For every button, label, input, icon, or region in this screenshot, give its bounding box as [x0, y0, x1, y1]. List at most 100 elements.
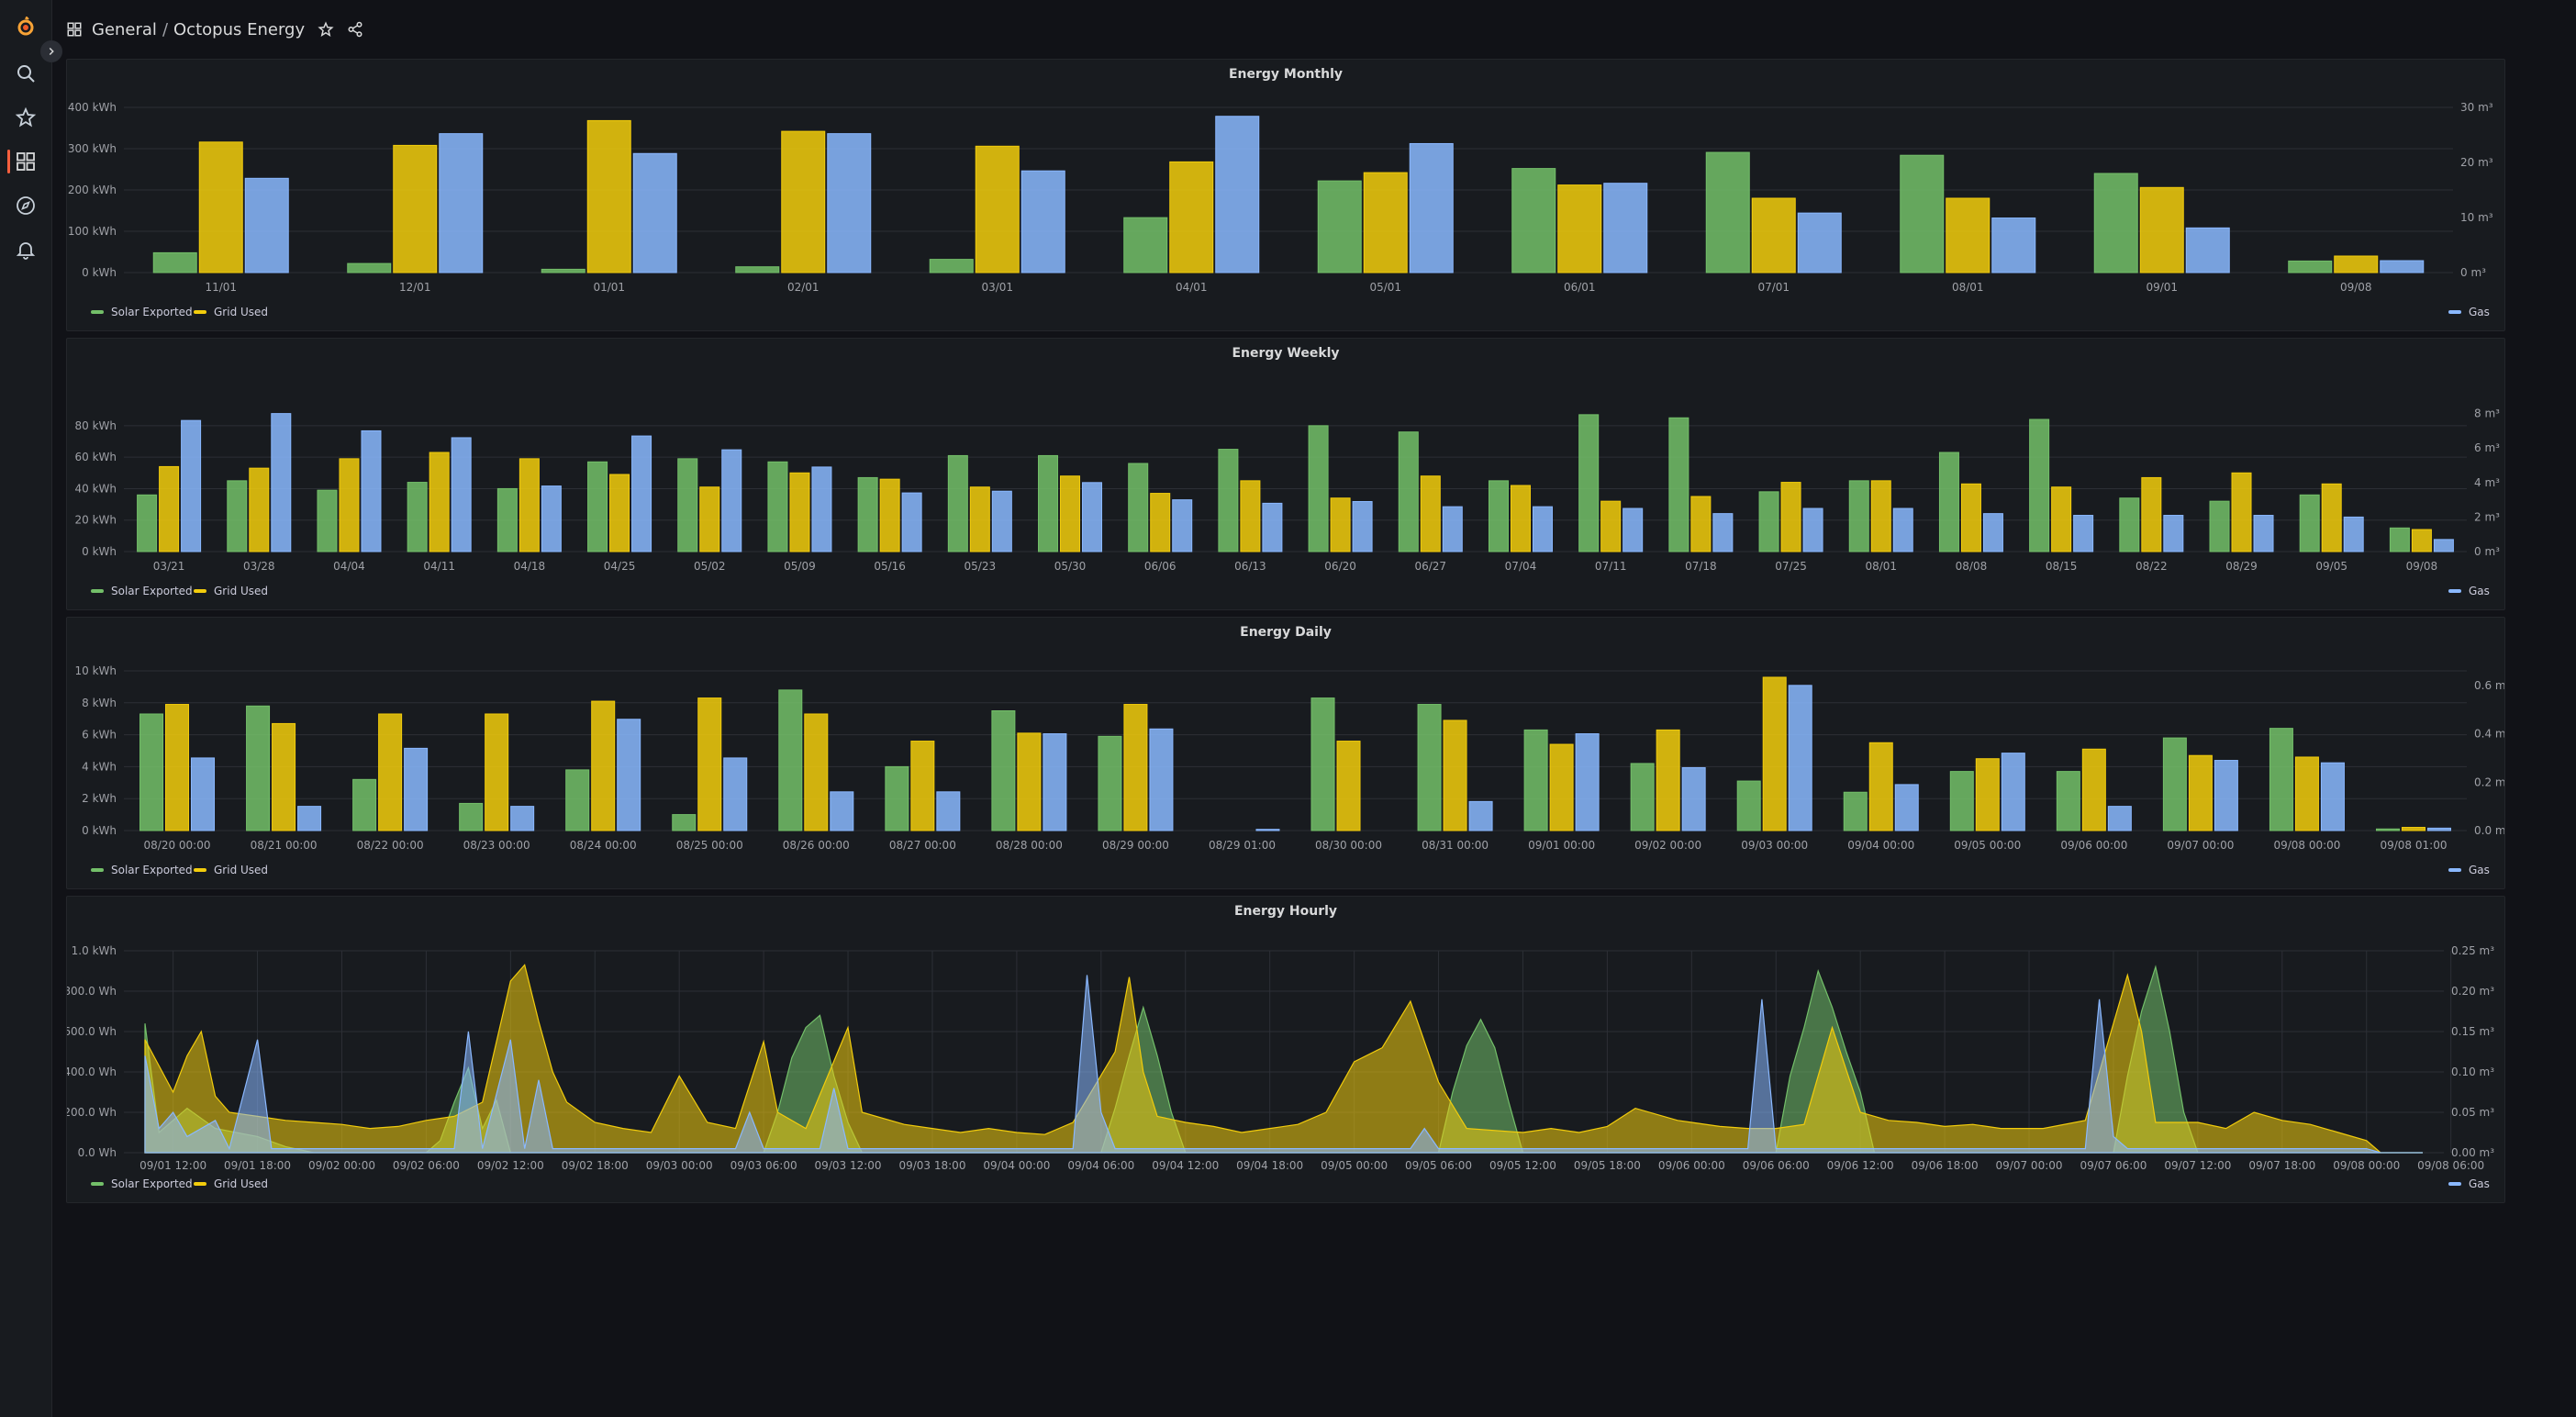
compass-icon[interactable] — [9, 189, 42, 222]
x-tick-label: 09/07 00:00 — [1996, 1159, 2063, 1172]
bar-gas-07-25 — [1802, 508, 1823, 552]
bar-gas-05-09 — [811, 466, 832, 552]
chart-energy-weekly[interactable]: 0 kWh 20 kWh 40 kWh 60 kWh 80 kWh 0 m³ 2 m³ 4 m… — [67, 339, 2504, 609]
legend-item-gas[interactable]: Gas — [2448, 306, 2490, 318]
bar-grid-used-09-08 — [2411, 529, 2432, 552]
bar-gas-04-11 — [451, 437, 472, 552]
bar-gas-04-25 — [631, 435, 652, 552]
panel-title[interactable]: Energy Monthly — [1228, 67, 1344, 82]
bar-solar-exported-05-02 — [677, 458, 698, 552]
x-tick-label: 09/02 18:00 — [562, 1159, 629, 1172]
share-icon[interactable] — [347, 21, 363, 38]
bar-gas-04-18 — [541, 485, 562, 552]
legend-item-gas[interactable]: Gas — [2448, 585, 2490, 597]
y-tick-label-left: 10 kWh — [74, 664, 117, 677]
x-tick-label: 09/05 06:00 — [1405, 1159, 1472, 1172]
bar-solar-exported-08-24-00-00 — [565, 769, 590, 831]
legend-item-gas[interactable]: Gas — [2448, 864, 2490, 876]
bar-gas-12-01 — [439, 133, 484, 273]
bar-grid-used-06-13 — [1240, 480, 1261, 552]
bar-solar-exported-05-30 — [1038, 454, 1059, 552]
x-tick-label: 07/18 — [1685, 560, 1717, 573]
x-tick-label: 11/01 — [205, 281, 237, 294]
panel-title[interactable]: Energy Daily — [1240, 625, 1332, 640]
y-tick-label-right: 0.4 m³ — [2474, 728, 2504, 741]
legend-item-grid[interactable]: Grid Used — [194, 306, 268, 318]
legend-swatch — [2448, 868, 2461, 872]
x-tick-label: 06/20 — [1324, 560, 1356, 573]
legend-item-solar[interactable]: Solar Exported — [91, 864, 193, 876]
bar-solar-exported-06-01 — [1511, 168, 1556, 273]
chevron-right-icon[interactable] — [40, 40, 62, 62]
bar-solar-exported-08-15 — [2029, 418, 2050, 552]
y-tick-label-left: 4 kWh — [82, 760, 117, 773]
y-tick-label-left: 200.0 Wh — [67, 1106, 117, 1119]
legend-label: Solar Exported — [111, 864, 193, 876]
y-tick-label-left: 400 kWh — [68, 101, 117, 114]
star-icon[interactable] — [318, 21, 334, 38]
y-tick-label-right: 0.20 m³ — [2451, 985, 2494, 998]
bar-solar-exported-05-16 — [857, 476, 878, 552]
bar-solar-exported-04-18 — [496, 487, 518, 552]
legend-item-solar[interactable]: Solar Exported — [91, 306, 193, 318]
x-tick-label: 08/01 — [1865, 560, 1897, 573]
bar-gas-05-23 — [991, 490, 1012, 552]
x-tick-label: 09/07 06:00 — [2080, 1159, 2147, 1172]
x-tick-label: 05/01 — [1369, 281, 1401, 294]
x-tick-label: 09/08 00:00 — [2273, 839, 2340, 852]
legend-item-gas[interactable]: Gas — [2448, 1177, 2490, 1190]
bar-solar-exported-01-01 — [541, 268, 585, 273]
legend-item-solar[interactable]: Solar Exported — [91, 1177, 193, 1190]
grafana-logo[interactable] — [9, 11, 42, 44]
chart-energy-hourly[interactable]: 0.0 Wh 200.0 Wh 400.0 Wh 600.0 Wh 800.0 Wh 1.… — [67, 897, 2504, 1202]
legend-item-grid[interactable]: Grid Used — [194, 864, 268, 876]
legend-label: Gas — [2469, 864, 2490, 876]
x-tick-label: 09/05 00:00 — [1954, 839, 2021, 852]
bar-gas-06-20 — [1352, 500, 1373, 552]
x-tick-label: 07/25 — [1775, 560, 1807, 573]
dashboard-title[interactable]: Octopus Energy — [173, 19, 306, 39]
bar-solar-exported-06-13 — [1218, 449, 1239, 552]
chart-energy-monthly[interactable]: 0 kWh 100 kWh 200 kWh 300 kWh 400 kWh 0 m³ 10 … — [67, 60, 2504, 330]
x-tick-label: 09/08 01:00 — [2380, 839, 2447, 852]
panel-energy-hourly[interactable]: Energy Hourly 0.0 Wh 200.0 Wh 400.0 Wh 600.… — [66, 896, 2505, 1203]
bar-grid-used-05-30 — [1060, 475, 1081, 552]
bar-gas-02-01 — [827, 133, 872, 273]
bar-grid-used-08-27-00-00 — [910, 741, 935, 831]
x-tick-label: 09/08 00:00 — [2333, 1159, 2400, 1172]
y-tick-label-right: 8 m³ — [2474, 407, 2500, 420]
bar-grid-used-08-21-00-00 — [272, 722, 296, 831]
legend-item-grid[interactable]: Grid Used — [194, 1177, 268, 1190]
star-icon[interactable] — [9, 101, 42, 134]
x-tick-label: 09/01 18:00 — [224, 1159, 291, 1172]
bar-gas-08-23-00-00 — [510, 806, 535, 831]
bar-gas-03-01 — [1020, 170, 1065, 273]
y-tick-label-right: 0.2 m³ — [2474, 775, 2504, 788]
panel-energy-daily[interactable]: Energy Daily 0 kWh 2 kWh 4 kWh 6 kWh 8 kWh 10… — [66, 617, 2505, 889]
bar-gas-09-08 — [2433, 539, 2454, 552]
legend-item-grid[interactable]: Grid Used — [194, 585, 268, 597]
x-tick-label: 09/02 12:00 — [477, 1159, 544, 1172]
breadcrumb-folder[interactable]: General — [92, 19, 157, 39]
legend-label: Gas — [2469, 1177, 2490, 1190]
search-icon[interactable] — [9, 57, 42, 90]
bar-solar-exported-11-01 — [152, 251, 197, 273]
breadcrumb-separator: / — [162, 19, 169, 39]
bar-solar-exported-04-01 — [1123, 217, 1168, 273]
apps-icon[interactable] — [9, 145, 42, 178]
panel-title[interactable]: Energy Weekly — [1232, 346, 1340, 361]
bar-solar-exported-06-27 — [1398, 431, 1419, 552]
panel-energy-monthly[interactable]: Energy Monthly 0 kWh 100 kWh 200 kWh 300 kW… — [66, 59, 2505, 331]
bell-icon[interactable] — [9, 233, 42, 266]
bar-gas-08-26-00-00 — [830, 791, 854, 831]
bar-solar-exported-08-08 — [1938, 452, 1959, 552]
panel-energy-weekly[interactable]: Energy Weekly 0 kWh 20 kWh 40 kWh 60 kWh 80 … — [66, 338, 2505, 610]
legend-item-solar[interactable]: Solar Exported — [91, 585, 193, 597]
x-tick-label: 06/27 — [1414, 560, 1446, 573]
panel-title[interactable]: Energy Hourly — [1233, 904, 1338, 919]
area-grid-used — [144, 964, 2424, 1154]
bar-solar-exported-09-05 — [2299, 494, 2320, 552]
x-tick-label: 05/09 — [784, 560, 816, 573]
legend-swatch — [2448, 1182, 2461, 1186]
chart-energy-daily[interactable]: 0 kWh 2 kWh 4 kWh 6 kWh 8 kWh 10 kWh 0.0 m³ 0.2… — [67, 618, 2504, 888]
